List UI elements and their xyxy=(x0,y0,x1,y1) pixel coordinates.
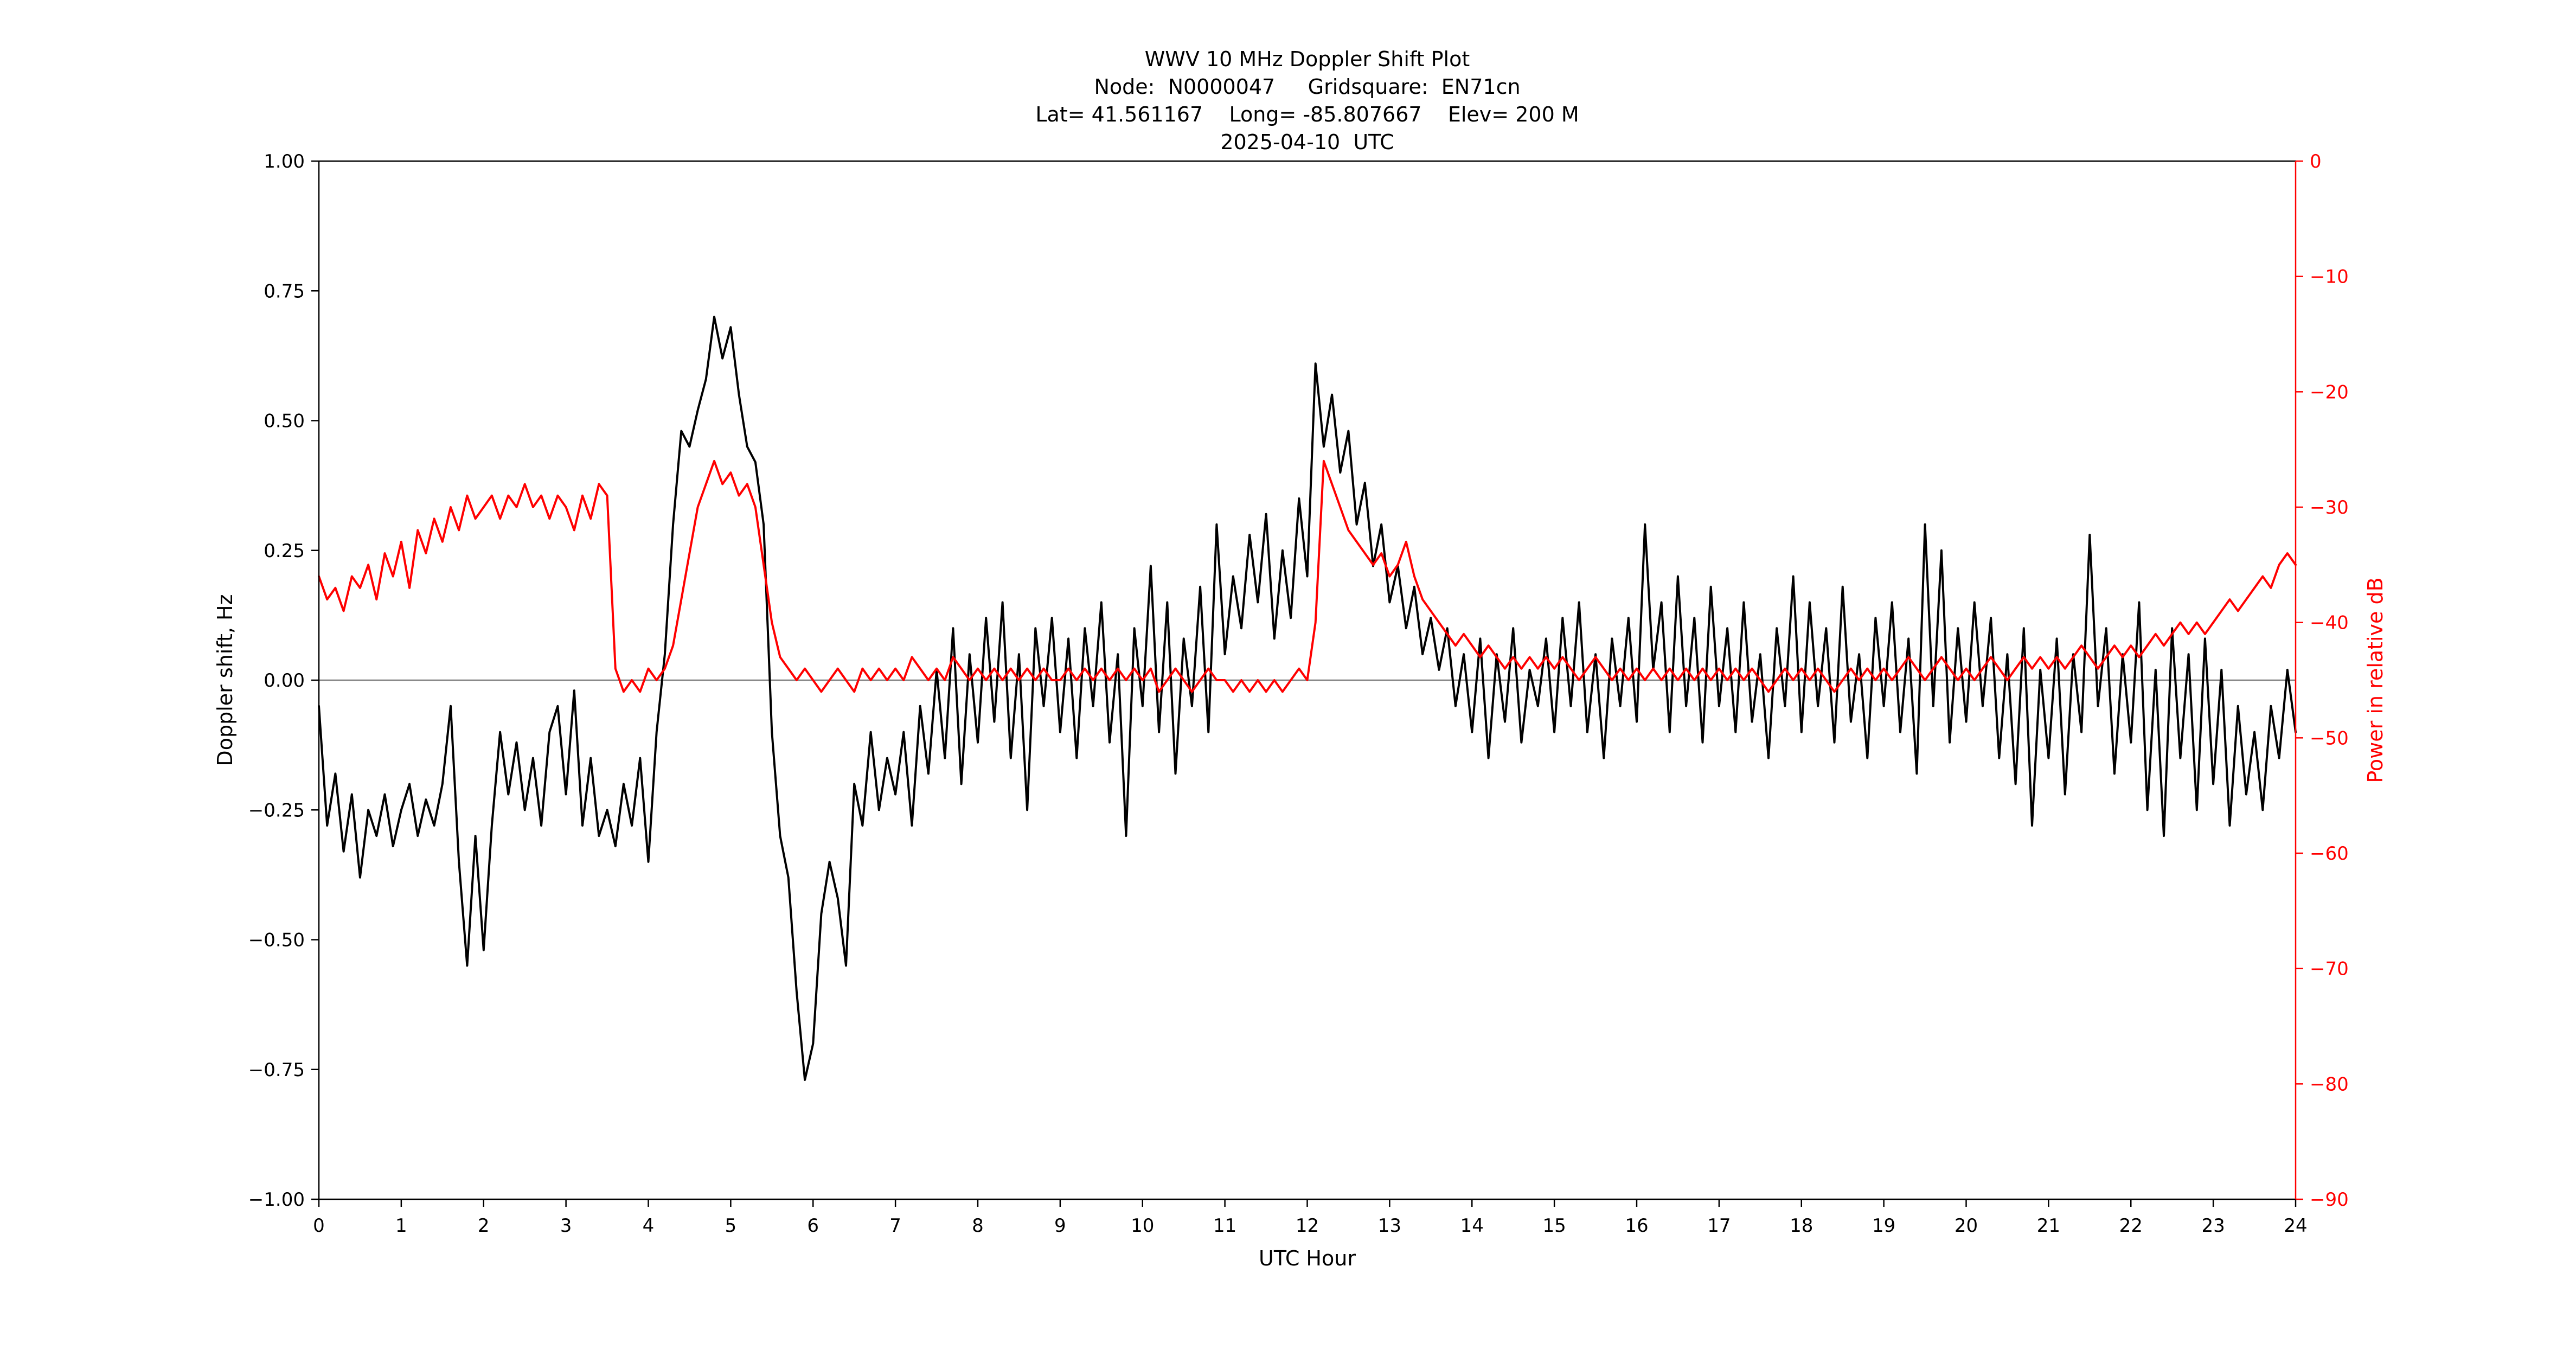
y-left-tick-label: 0.75 xyxy=(264,280,305,302)
x-tick-label: 13 xyxy=(1378,1215,1401,1237)
chart-title-block: WWV 10 MHz Doppler Shift Plot Node: N000… xyxy=(319,46,2296,156)
y-left-tick-label: −0.75 xyxy=(248,1059,305,1081)
x-tick-label: 15 xyxy=(1542,1215,1566,1237)
y-right-tick-label: −30 xyxy=(2310,497,2349,519)
x-tick-label: 8 xyxy=(972,1215,984,1237)
x-tick-label: 14 xyxy=(1460,1215,1484,1237)
y-left-axis-label: Doppler shift, Hz xyxy=(213,594,237,766)
x-tick-label: 21 xyxy=(2037,1215,2060,1237)
x-tick-label: 24 xyxy=(2284,1215,2307,1237)
x-tick-label: 10 xyxy=(1131,1215,1154,1237)
x-tick-label: 4 xyxy=(643,1215,655,1237)
x-tick-label: 12 xyxy=(1296,1215,1319,1237)
y-left-tick-label: 0.25 xyxy=(264,540,305,562)
y-left-tick-label: −0.25 xyxy=(248,799,305,821)
x-tick-label: 7 xyxy=(889,1215,901,1237)
y-left-tick-label: 0.00 xyxy=(264,670,305,692)
y-right-tick-label: −50 xyxy=(2310,727,2349,749)
x-tick-label: 16 xyxy=(1625,1215,1648,1237)
y-right-tick-label: −40 xyxy=(2310,612,2349,634)
y-right-tick-label: −10 xyxy=(2310,266,2349,288)
x-tick-label: 9 xyxy=(1054,1215,1066,1237)
x-axis-label: UTC Hour xyxy=(1259,1246,1356,1270)
y-right-tick-label: −90 xyxy=(2310,1189,2349,1211)
y-left-tick-label: −1.00 xyxy=(248,1189,305,1211)
x-tick-label: 11 xyxy=(1213,1215,1236,1237)
chart-subtitle-node: Node: N0000047 Gridsquare: EN71cn xyxy=(1094,75,1521,99)
y-left-tick-label: 1.00 xyxy=(264,151,305,172)
y-left-tick-label: 0.50 xyxy=(264,411,305,432)
x-tick-label: 22 xyxy=(2119,1215,2143,1237)
y-right-tick-label: −60 xyxy=(2310,843,2349,865)
x-tick-label: 19 xyxy=(1872,1215,1895,1237)
y-left-tick-label: −0.50 xyxy=(248,930,305,951)
y-right-tick-label: −70 xyxy=(2310,958,2349,980)
x-tick-label: 20 xyxy=(1955,1215,1978,1237)
x-tick-label: 5 xyxy=(725,1215,737,1237)
chart-subtitle-date: 2025-04-10 UTC xyxy=(1220,130,1394,154)
power-series-line xyxy=(318,459,2297,693)
x-tick-label: 6 xyxy=(807,1215,819,1237)
y-right-axis-label: Power in relative dB xyxy=(2363,577,2387,783)
x-tick-label: 3 xyxy=(560,1215,572,1237)
y-right-tick-label: −80 xyxy=(2310,1073,2349,1095)
x-tick-label: 0 xyxy=(313,1215,325,1237)
x-tick-label: 2 xyxy=(478,1215,490,1237)
x-tick-label: 23 xyxy=(2201,1215,2225,1237)
chart-subtitle-location: Lat= 41.561167 Long= -85.807667 Elev= 20… xyxy=(1035,103,1579,126)
x-tick-label: 18 xyxy=(1790,1215,1813,1237)
x-tick-label: 17 xyxy=(1707,1215,1731,1237)
y-right-tick-label: −20 xyxy=(2310,381,2349,403)
chart-title: WWV 10 MHz Doppler Shift Plot xyxy=(1144,47,1470,71)
x-tick-label: 1 xyxy=(395,1215,407,1237)
y-right-tick-label: 0 xyxy=(2310,151,2322,172)
doppler-shift-series-line xyxy=(318,316,2297,1081)
